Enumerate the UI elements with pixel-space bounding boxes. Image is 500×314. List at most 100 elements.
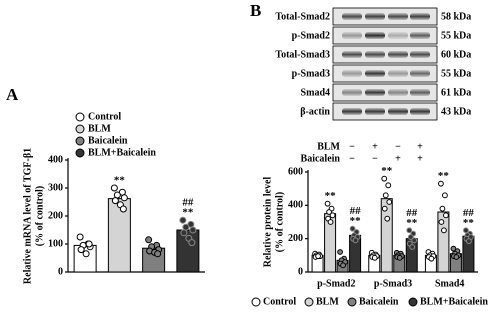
y-tick-label: 100 [48, 238, 63, 249]
blot-band [388, 51, 408, 58]
data-point [77, 246, 85, 254]
blot-band [410, 32, 430, 39]
legend-marker [304, 297, 314, 307]
legend-label: Baicalein [359, 296, 399, 307]
treatment-sign: + [417, 153, 423, 164]
blot-size: 61 kDa [441, 87, 471, 98]
significance-label: ** [438, 170, 450, 182]
data-point [110, 184, 118, 192]
data-point [441, 227, 447, 234]
blot-band [388, 108, 408, 115]
data-point [442, 192, 448, 199]
y-tick-label: 600 [288, 166, 303, 177]
legend-marker [347, 297, 357, 307]
legend-marker [75, 148, 85, 158]
data-point [438, 219, 445, 225]
blot-label: Total-Smad3 [275, 49, 330, 60]
blot-band [342, 32, 362, 39]
data-point [438, 180, 444, 187]
data-point [111, 197, 119, 205]
data-point [406, 227, 413, 234]
blot-label: Smad4 [301, 87, 330, 98]
treatment-sign: − [349, 153, 355, 164]
blot-band [342, 51, 362, 58]
blot-band [342, 108, 362, 115]
legend-label: BLM [316, 296, 339, 307]
significance-label: ** [350, 215, 362, 227]
significance-label: ** [182, 207, 194, 219]
data-point [450, 245, 457, 252]
data-point [349, 225, 356, 232]
data-point [113, 191, 121, 199]
data-point [180, 229, 188, 237]
data-point [382, 192, 389, 199]
blot-size: 43 kDa [441, 106, 471, 117]
data-point [182, 223, 190, 231]
treatment-sign: − [349, 141, 355, 152]
data-point [407, 234, 414, 240]
treatment-label: BLM [317, 141, 340, 152]
y-tick-label: 300 [48, 182, 63, 193]
y-axis-label: Relative mRNA level of TGF-β1 [22, 148, 33, 284]
data-point [326, 209, 332, 215]
blot-band [410, 89, 430, 96]
data-point [324, 200, 331, 207]
treatment-sign: + [372, 141, 378, 152]
blot-band [388, 13, 408, 20]
significance-label: ** [406, 217, 418, 229]
blot-size: 58 kDa [441, 11, 471, 22]
bar [437, 211, 450, 273]
blot-band [365, 32, 385, 39]
treatment-sign: + [417, 141, 423, 152]
y-tick-label: 0 [58, 266, 63, 277]
data-point [411, 237, 418, 244]
x-tick-label: p-Smad3 [374, 278, 412, 289]
y-axis-label: (% of control) [34, 186, 45, 246]
data-point [428, 255, 435, 262]
significance-label: ## [406, 207, 418, 219]
data-point [315, 253, 321, 260]
blot-label: p-Smad2 [292, 30, 330, 41]
blot-band [410, 51, 430, 58]
data-point [188, 239, 196, 247]
significance-label: ** [381, 165, 393, 177]
data-point [82, 250, 90, 258]
significance-label: ## [182, 197, 194, 209]
treatment-sign: + [395, 153, 401, 164]
x-tick-label: Smad4 [435, 278, 464, 289]
data-point [385, 182, 392, 189]
treatment-sign: − [395, 141, 401, 152]
data-point [466, 238, 472, 245]
data-point [463, 227, 469, 234]
blot-band [342, 89, 362, 96]
significance-label: ** [325, 190, 337, 202]
data-point [154, 250, 162, 258]
blot-band [342, 13, 362, 20]
legend-marker [75, 112, 85, 122]
blot-band [388, 32, 408, 39]
y-tick-label: 400 [288, 200, 303, 211]
data-point [409, 244, 416, 250]
data-point [381, 175, 388, 182]
data-point [371, 254, 378, 261]
legend-label: Control [263, 296, 296, 307]
blot-band [365, 108, 385, 115]
blot-band [342, 70, 362, 77]
data-point [386, 199, 393, 205]
data-point [119, 205, 127, 213]
legend-label: BLM+Baicalein [420, 296, 488, 307]
y-tick-label: 0 [298, 266, 303, 277]
legend-marker [408, 297, 418, 307]
bar [73, 244, 97, 273]
blot-label: Total-Smad2 [275, 11, 330, 22]
data-point [120, 194, 128, 202]
legend-marker [75, 136, 85, 146]
data-point [179, 216, 187, 224]
data-point [439, 205, 446, 212]
significance-label: ** [463, 217, 475, 229]
data-point [145, 236, 153, 244]
blot-band [365, 51, 385, 58]
blot-band [365, 70, 385, 77]
legend-label: BLM+Baicalein [88, 147, 156, 158]
